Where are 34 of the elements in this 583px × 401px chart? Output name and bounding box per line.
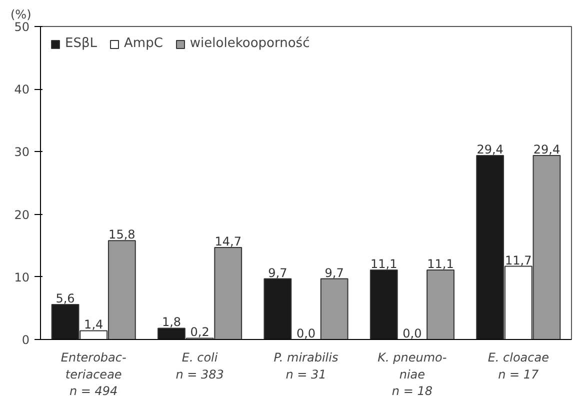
bar <box>426 270 454 340</box>
y-tick-label: 0 <box>22 333 30 347</box>
y-tick-label: 30 <box>14 145 30 160</box>
data-label: 29,4 <box>476 142 504 156</box>
data-label: 9,7 <box>324 266 344 280</box>
data-label: 5,6 <box>56 291 75 306</box>
data-label: 1,4 <box>84 318 104 332</box>
y-tick-label: 50 <box>14 20 30 34</box>
bar <box>370 270 398 340</box>
data-label: 11,1 <box>370 257 398 272</box>
y-tick-label: 20 <box>14 208 30 222</box>
x-tick-label: E. cloacae n = 17 <box>488 350 549 382</box>
y-tick-label: 10 <box>14 270 30 284</box>
data-label: 14,7 <box>214 234 242 248</box>
legend-label: wielolekooporność <box>190 36 310 51</box>
x-tick-label: K. pneumo- niae n = 18 <box>378 350 447 398</box>
data-label: 15,8 <box>108 228 136 242</box>
data-label: 0,0 <box>402 326 422 340</box>
legend-label: AmpC <box>124 36 163 51</box>
x-tick-label: E. coli n = 383 <box>176 350 224 382</box>
legend-label: ESβL <box>65 36 98 51</box>
x-tick-label: Enterobac- teriaceae n = 494 <box>60 350 126 398</box>
data-label: 11,1 <box>427 257 454 272</box>
data-label: 9,7 <box>268 266 288 280</box>
bar <box>320 278 348 340</box>
y-tick-label: 40 <box>14 82 30 97</box>
data-label: 0,2 <box>190 325 210 340</box>
bar <box>264 278 292 340</box>
data-label: 11,7 <box>505 253 532 268</box>
data-label: 1,8 <box>162 315 182 330</box>
data-label: 29,4 <box>533 142 560 156</box>
data-label: 0,0 <box>296 326 316 340</box>
x-tick-label: P. mirabilis n = 31 <box>274 350 338 382</box>
y-axis-title: (%) <box>10 8 32 22</box>
